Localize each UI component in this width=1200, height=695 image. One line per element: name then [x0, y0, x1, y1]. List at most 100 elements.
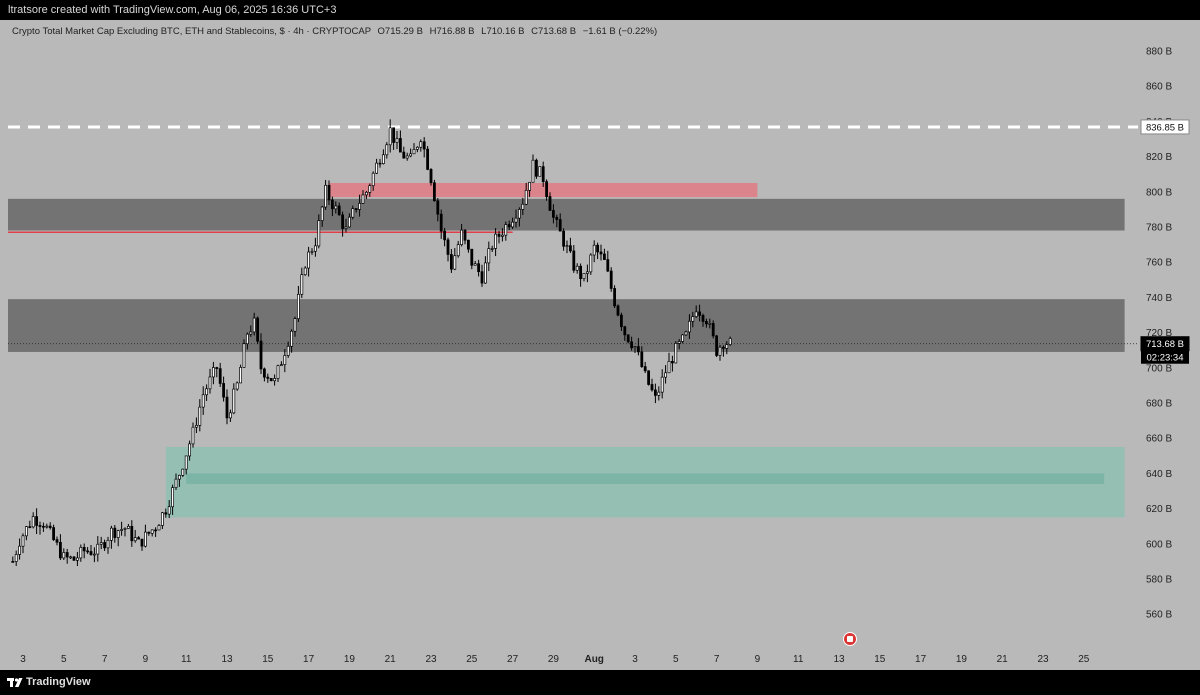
candle-body: [647, 370, 651, 385]
candle-body: [14, 554, 18, 562]
candle-body: [596, 244, 600, 253]
candle-body: [558, 219, 562, 232]
candle-body: [409, 153, 413, 157]
candle-body: [191, 426, 195, 445]
y-tick-label: 560 B: [1146, 610, 1172, 621]
candle-body: [446, 239, 450, 255]
candle-body: [286, 345, 290, 356]
candle-body: [426, 148, 430, 170]
x-tick-label: 7: [102, 654, 108, 665]
us-flag-icon[interactable]: [843, 632, 857, 646]
candle-body: [718, 346, 722, 356]
candle-body: [307, 251, 311, 269]
candle-body: [691, 316, 695, 322]
candle-body: [507, 224, 511, 228]
candle-body: [96, 543, 100, 555]
zone-demand-line-4: [186, 473, 1105, 484]
candle-body: [140, 538, 144, 547]
y-tick-label: 820 B: [1146, 152, 1172, 163]
candle-body: [419, 141, 423, 148]
candle-body: [548, 196, 552, 211]
candle-body: [687, 320, 691, 333]
candle-body: [38, 525, 42, 527]
candle-body: [86, 550, 90, 553]
candle-body: [259, 340, 263, 370]
candle-body: [551, 210, 555, 218]
candle-body: [368, 185, 372, 193]
candle-body: [660, 376, 664, 393]
candle-body: [276, 365, 280, 379]
candle-body: [653, 389, 657, 396]
candle-body: [415, 146, 419, 150]
caption-text: ltratsore created with TradingView.com, …: [8, 4, 337, 16]
candle-body: [514, 217, 518, 223]
candle-body: [602, 253, 606, 260]
y-tick-label: 860 B: [1146, 82, 1172, 93]
candle-body: [453, 255, 457, 270]
candle-body: [585, 271, 589, 274]
candle-body: [402, 151, 406, 159]
candle-body: [538, 166, 542, 177]
candle-body: [130, 525, 134, 542]
y-tick-label: 880 B: [1146, 47, 1172, 58]
x-tick-label: 27: [507, 654, 519, 665]
candle-body: [41, 525, 45, 528]
candle-body: [188, 443, 192, 457]
candle-body: [606, 259, 610, 272]
candle-body: [239, 367, 243, 384]
candle-body: [334, 205, 338, 210]
candle-body: [245, 333, 249, 345]
candle-body: [494, 233, 498, 249]
candle-body: [439, 213, 443, 232]
candle-body: [449, 254, 453, 270]
candle-body: [477, 263, 481, 272]
candle-body: [589, 254, 593, 273]
candle-body: [123, 528, 127, 530]
candle-body: [616, 305, 620, 316]
top-bar: ltratsore created with TradingView.com, …: [0, 0, 1200, 20]
y-tick-label: 740 B: [1146, 293, 1172, 304]
symbol-legend: Crypto Total Market Cap Excluding BTC, E…: [12, 26, 657, 37]
candle-body: [528, 181, 532, 191]
candle-body: [613, 288, 617, 307]
candle-body: [232, 388, 236, 414]
x-tick-label: 21: [385, 654, 397, 665]
low-value: 710.16 B: [486, 26, 525, 37]
zone-supply-0: [329, 183, 758, 198]
x-tick-label: 25: [1078, 654, 1090, 665]
change-value: −1.61 B (−0.22%): [582, 26, 658, 37]
candle-body: [347, 216, 351, 228]
candle-body: [327, 184, 331, 201]
bottom-bar: [0, 670, 1200, 695]
candle-body: [640, 351, 644, 367]
tradingview-logo-icon: [7, 678, 23, 687]
candle-body: [82, 547, 86, 552]
candle-body: [565, 245, 569, 248]
high-label: H: [429, 26, 437, 37]
candle-body: [242, 343, 246, 368]
candle-body: [623, 326, 627, 336]
dashed-level-tag: 836.85 B: [1146, 122, 1184, 133]
candle-body: [313, 245, 317, 252]
x-tick-label: 11: [181, 654, 192, 665]
dashed-level-tag-bg: [1140, 119, 1190, 135]
candle-body: [256, 317, 260, 342]
candle-body: [562, 230, 566, 247]
y-tick-label: 680 B: [1146, 399, 1172, 410]
candle-body: [75, 557, 79, 561]
candle-body: [126, 525, 130, 529]
candle-body: [636, 346, 640, 353]
candle-body: [626, 334, 630, 343]
candle-body: [412, 148, 416, 155]
x-tick-label: 3: [632, 654, 638, 665]
candle-body: [664, 372, 668, 378]
candle-body: [473, 263, 477, 266]
candle-body: [120, 529, 124, 531]
candle-body: [480, 271, 484, 284]
candle-body: [324, 184, 328, 208]
symbol-name: Crypto Total Market Cap Excluding BTC, E…: [12, 26, 371, 37]
candle-body: [592, 244, 596, 256]
candle-body: [208, 376, 212, 390]
candle-body: [164, 512, 168, 515]
